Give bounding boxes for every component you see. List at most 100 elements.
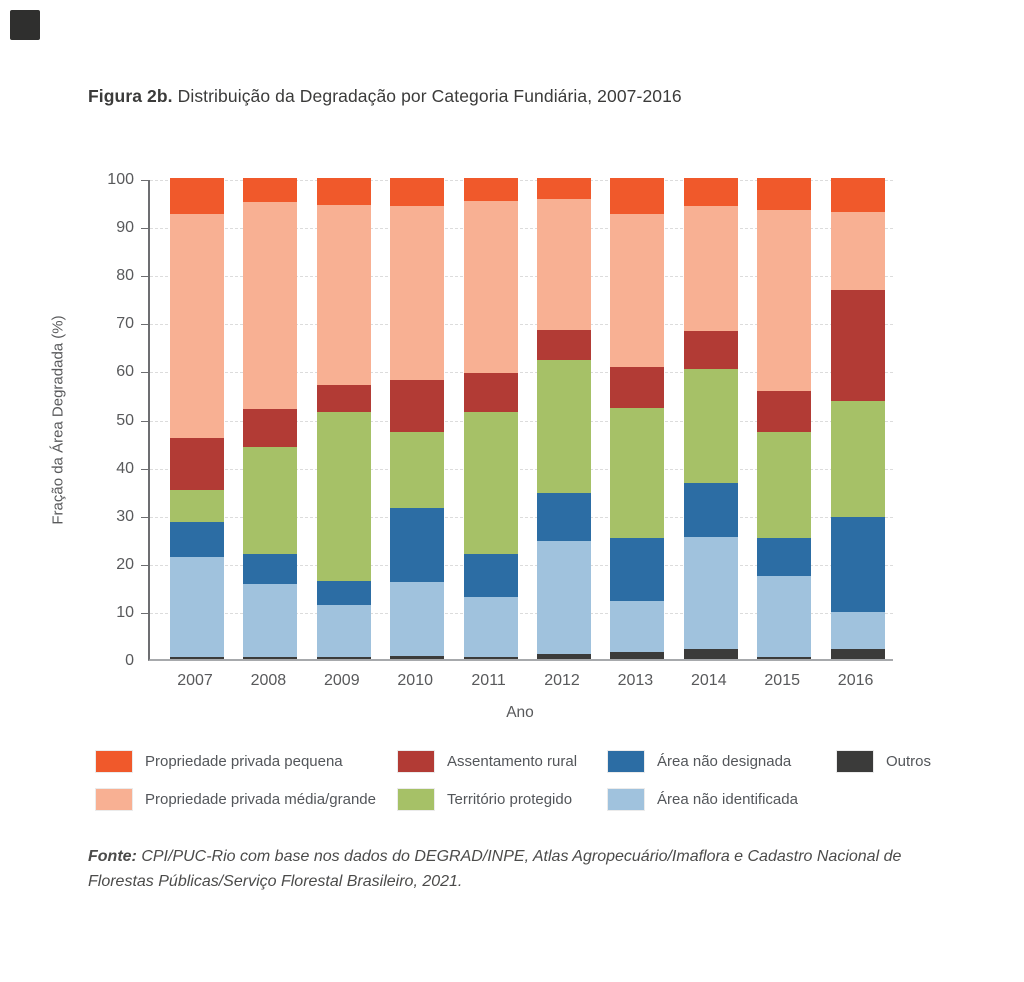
bar-2014 (683, 178, 738, 659)
bar-2009 (316, 178, 371, 659)
bar-segment-2014--rea-n-o-identificada (683, 536, 738, 650)
bar-segment-2014-outros (683, 649, 738, 659)
bar-segment-2013-propriedade-privada-pequena (610, 178, 665, 214)
bar-segment-2008-territ-rio-protegido (243, 447, 298, 554)
y-tick-40 (141, 468, 148, 470)
gridline-80 (150, 276, 893, 278)
bar-2016 (830, 178, 885, 659)
x-tick-label-2008: 2008 (250, 672, 287, 689)
gridline-70 (150, 324, 893, 326)
gridline-10 (150, 612, 893, 614)
y-tick-label-100: 100 (107, 171, 134, 188)
bar-segment-2011-territ-rio-protegido (463, 411, 518, 554)
legend-item-outros: Outros (836, 749, 932, 773)
x-tick-label-2013: 2013 (617, 672, 654, 689)
bar-2015 (757, 178, 812, 659)
legend-item-territ-rio-protegido: Território protegido (397, 787, 573, 811)
y-tick-10 (141, 612, 148, 614)
bar-segment-2013--rea-n-o-designada (610, 537, 665, 601)
bar-segment-2009--rea-n-o-identificada (316, 605, 371, 658)
bar-segment-2013-territ-rio-protegido (610, 407, 665, 538)
y-axis-label: Fração da Área Degradada (%) (49, 315, 67, 525)
source-text: CPI/PUC-Rio com base nos dados do DEGRAD… (88, 848, 902, 890)
legend-swatch-propriedade-privada-m-dia-grande (95, 787, 133, 811)
bar-segment-2008--rea-n-o-identificada (243, 583, 298, 658)
bar-segment-2009-territ-rio-protegido (316, 412, 371, 582)
y-tick-70 (141, 324, 148, 326)
x-tick-label-2009: 2009 (324, 672, 360, 689)
y-tick-80 (141, 276, 148, 278)
figure-title: Figura 2b. Distribuição da Degradação po… (88, 86, 682, 107)
x-tick-label-2014: 2014 (691, 672, 727, 689)
y-tick-label-0: 0 (125, 652, 134, 669)
bar-segment-2016-propriedade-privada-pequena (830, 178, 885, 212)
x-tick-label-2012: 2012 (544, 672, 580, 689)
bar-segment-2016--rea-n-o-designada (830, 516, 885, 612)
x-tick-label-2015: 2015 (764, 672, 800, 689)
bar-segment-2010-propriedade-privada-m-dia-grande (390, 205, 445, 381)
legend-swatch--rea-n-o-identificada (607, 787, 645, 811)
corner-mark (10, 10, 40, 40)
bar-segment-2012-outros (537, 654, 591, 659)
bar-segment-2014--rea-n-o-designada (683, 482, 738, 537)
y-tick-label-20: 20 (116, 555, 134, 573)
y-tick-60 (141, 372, 148, 374)
bar-segment-2012-propriedade-privada-pequena (537, 178, 591, 199)
bar-segment-2007-territ-rio-protegido (170, 489, 224, 522)
bar-segment-2016--rea-n-o-identificada (830, 611, 885, 650)
bar-segment-2015-territ-rio-protegido (757, 431, 812, 538)
bar-segment-2009-propriedade-privada-m-dia-grande (316, 205, 371, 385)
bar-segment-2015-propriedade-privada-pequena (757, 178, 812, 210)
y-tick-100 (141, 180, 148, 181)
legend-label: Propriedade privada média/grande (145, 790, 376, 808)
bar-segment-2007-propriedade-privada-pequena (170, 178, 224, 214)
bar-segment-2012--rea-n-o-designada (537, 493, 591, 542)
legend-label: Área não designada (657, 752, 792, 770)
bar-segment-2007--rea-n-o-identificada (170, 556, 224, 657)
bar-2010 (390, 178, 445, 659)
legend-item-propriedade-privada-pequena: Propriedade privada pequena (95, 749, 343, 773)
source-label: Fonte: (88, 848, 137, 865)
bar-segment-2012-territ-rio-protegido (537, 359, 591, 494)
legend-swatch--rea-n-o-designada (607, 749, 645, 773)
bar-segment-2015-propriedade-privada-m-dia-grande (757, 209, 812, 391)
bar-2012 (537, 178, 591, 659)
bar-segment-2016-territ-rio-protegido (830, 401, 885, 517)
bar-2008 (243, 178, 298, 659)
bar-segment-2008-assentamento-rural (243, 408, 298, 448)
bar-segment-2014-propriedade-privada-m-dia-grande (683, 206, 738, 332)
y-tick-label-30: 30 (116, 507, 134, 525)
bar-segment-2010-propriedade-privada-pequena (390, 178, 445, 206)
y-tick-50 (141, 420, 148, 422)
bar-segment-2016-assentamento-rural (830, 289, 885, 402)
bar-segment-2015-outros (757, 656, 812, 659)
bar-segment-2012--rea-n-o-identificada (537, 541, 591, 655)
bar-segment-2012-assentamento-rural (537, 329, 591, 360)
gridline-30 (150, 516, 893, 518)
bar-segment-2011-outros (463, 656, 518, 659)
legend-label: Território protegido (447, 790, 573, 808)
gridline-20 (150, 564, 893, 566)
bar-segment-2008--rea-n-o-designada (243, 553, 298, 584)
x-axis-label: Ano (506, 704, 534, 721)
legend-label: Outros (886, 752, 932, 770)
legend-item--rea-n-o-designada: Área não designada (607, 749, 792, 773)
y-tick-label-50: 50 (116, 411, 134, 429)
gridline-100 (150, 180, 893, 181)
y-tick-30 (141, 516, 148, 518)
bar-segment-2016-propriedade-privada-m-dia-grande (830, 211, 885, 290)
bar-segment-2007-outros (170, 656, 224, 659)
bar-segment-2009-propriedade-privada-pequena (316, 178, 371, 206)
gridline-90 (150, 228, 893, 230)
bar-segment-2015--rea-n-o-identificada (757, 576, 812, 657)
y-tick-20 (141, 564, 148, 566)
bar-segment-2008-propriedade-privada-pequena (243, 178, 298, 203)
bar-segment-2010-territ-rio-protegido (390, 432, 445, 508)
bar-segment-2007-assentamento-rural (170, 437, 224, 490)
y-tick-90 (141, 228, 148, 230)
y-tick-label-40: 40 (116, 459, 134, 477)
bar-segment-2009--rea-n-o-designada (316, 581, 371, 606)
bar-segment-2010-outros (390, 655, 445, 659)
bar-segment-2014-assentamento-rural (683, 331, 738, 369)
